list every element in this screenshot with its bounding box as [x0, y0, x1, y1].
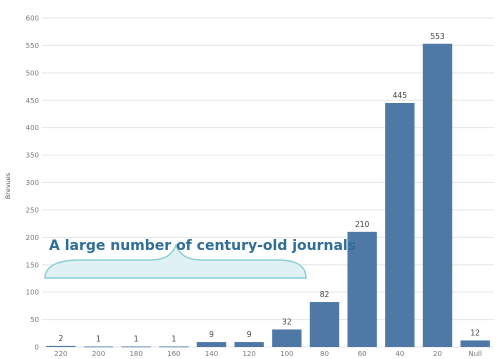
y-tick-label: 250	[26, 206, 39, 214]
data-label: 553	[430, 32, 445, 41]
brace-shape	[44, 242, 307, 279]
bar	[196, 342, 227, 347]
data-label: 12	[470, 328, 480, 337]
x-tick-label: 80	[320, 350, 329, 358]
data-label: 1	[171, 334, 176, 343]
bar	[272, 329, 302, 347]
y-tick-label: 0	[35, 344, 39, 352]
x-tick-label: 220	[54, 350, 67, 358]
x-tick-label: 20	[433, 350, 442, 358]
y-tick-label: 100	[26, 289, 39, 297]
bar	[460, 340, 490, 347]
bar	[46, 345, 76, 347]
data-label: 32	[282, 317, 292, 326]
data-label: 9	[209, 330, 214, 339]
y-tick-label: 450	[26, 97, 39, 105]
y-tick-label: 600	[26, 15, 39, 23]
data-labels: 2 1 1 1 9 9 32 82 210 445 553 12	[58, 32, 480, 344]
bar	[234, 342, 264, 347]
data-label: 445	[393, 91, 408, 100]
x-tick-label: Null	[468, 350, 482, 358]
x-tick-label: 140	[205, 350, 218, 358]
data-label: 1	[134, 334, 139, 343]
y-tick-label: 400	[26, 124, 39, 132]
data-label: 82	[320, 290, 330, 299]
y-tick-label: 50	[30, 316, 39, 324]
x-tick-label: 200	[92, 350, 105, 358]
bar	[422, 43, 453, 347]
annotation-text: A large number of century-old journals	[49, 238, 356, 254]
x-tick-label: 40	[395, 350, 404, 358]
y-tick-label: 300	[26, 179, 39, 187]
bar	[159, 346, 189, 348]
bar	[385, 102, 415, 347]
y-tick-label: 350	[26, 152, 39, 160]
bar	[309, 302, 340, 347]
y-axis-title: Brevues	[4, 172, 12, 199]
grid-lines	[42, 17, 494, 348]
data-label: 210	[355, 220, 370, 229]
data-label: 1	[96, 334, 101, 343]
x-tick-label: 60	[358, 350, 367, 358]
x-tick-label: 120	[242, 350, 255, 358]
y-tick-label: 150	[26, 261, 39, 269]
annotation: A large number of century-old journals	[44, 238, 356, 279]
x-tick-label: 160	[167, 350, 180, 358]
y-tick-label: 200	[26, 234, 39, 242]
bars	[46, 43, 490, 348]
y-tick-label: 500	[26, 69, 39, 77]
bar	[121, 346, 151, 348]
bar	[347, 231, 377, 347]
data-label: 9	[247, 330, 252, 339]
x-tick-label: 180	[129, 350, 142, 358]
data-label: 2	[58, 334, 63, 343]
x-tick-label: 100	[280, 350, 293, 358]
bar	[83, 346, 114, 348]
y-tick-label: 550	[26, 42, 39, 50]
